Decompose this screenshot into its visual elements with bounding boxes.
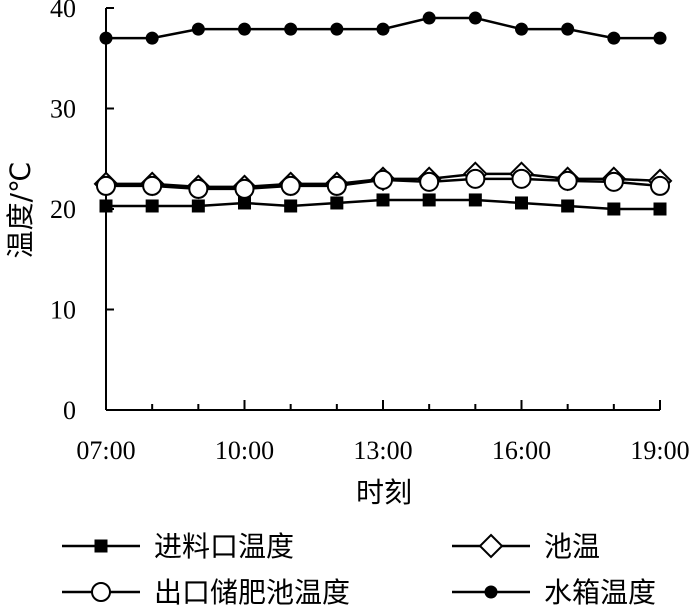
series-1: [99, 193, 667, 216]
data-point: [234, 178, 255, 199]
data-point: [142, 175, 163, 196]
x-tick-label: 07:00: [76, 436, 135, 465]
data-point: [145, 31, 159, 45]
x-tick-label: 13:00: [353, 436, 412, 465]
legend-label: 水箱温度: [544, 576, 656, 609]
data-point: [557, 170, 578, 191]
data-point: [561, 199, 575, 213]
series-4: [99, 11, 667, 45]
x-tick-label: 10:00: [215, 436, 274, 465]
legend-item: 池温: [452, 530, 600, 563]
data-point: [238, 22, 251, 36]
legend-label: 池温: [544, 530, 600, 563]
data-point: [330, 196, 344, 210]
y-tick-label: 0: [63, 396, 76, 425]
legend-label: 进料口温度: [154, 530, 294, 563]
y-tick-labels: 0 10 20 30 40: [50, 0, 76, 425]
y-tick-label: 10: [50, 296, 76, 325]
data-point: [284, 22, 298, 36]
y-tick-label: 40: [50, 0, 76, 23]
axes: [105, 7, 661, 411]
x-axis-title: 时刻: [356, 476, 412, 509]
legend-marker: [478, 533, 504, 559]
data-point: [511, 168, 532, 189]
data-point: [145, 199, 159, 213]
legend-item: 出口储肥池温度: [62, 576, 350, 609]
data-point: [326, 175, 347, 196]
legend-item: 进料口温度: [62, 530, 294, 563]
data-point: [238, 196, 251, 210]
data-point: [419, 171, 440, 192]
data-point: [284, 199, 298, 213]
x-tick-label: 19:00: [630, 436, 689, 465]
data-point: [603, 171, 624, 192]
data-point: [468, 193, 482, 207]
data-point: [373, 169, 393, 190]
data-point: [653, 31, 667, 45]
data-point: [653, 202, 667, 216]
data-point: [99, 199, 113, 213]
data-point: [330, 22, 344, 36]
y-tick-label: 20: [50, 195, 76, 224]
data-point: [422, 193, 436, 207]
data-point: [280, 175, 301, 196]
y-tick-label: 30: [50, 95, 76, 124]
data-point: [422, 11, 436, 25]
x-tick-label: 16:00: [492, 436, 551, 465]
data-point: [191, 199, 205, 213]
data-point: [468, 11, 482, 25]
data-point: [376, 193, 390, 207]
data-point: [96, 175, 116, 196]
data-point: [515, 22, 528, 36]
data-point: [465, 168, 486, 189]
legend-label: 出口储肥池温度: [154, 576, 350, 609]
legend-item: 水箱温度: [452, 576, 656, 609]
legend-marker: [91, 582, 111, 602]
data-point: [607, 31, 621, 45]
legend-marker: [484, 585, 498, 599]
data-point: [191, 22, 205, 36]
data-point: [607, 202, 621, 216]
series-3: [96, 168, 670, 199]
data-point: [515, 196, 528, 210]
data-point: [188, 178, 209, 199]
data-point: [99, 31, 113, 45]
data-point: [650, 175, 670, 196]
x-tick-labels: 07:00 10:00 13:00 16:00 19:00: [76, 436, 689, 465]
data-point: [561, 22, 575, 36]
y-axis-title: 温度/℃: [4, 162, 37, 259]
data-point: [376, 22, 390, 36]
legend-marker: [94, 539, 108, 553]
series-group: [93, 11, 673, 216]
